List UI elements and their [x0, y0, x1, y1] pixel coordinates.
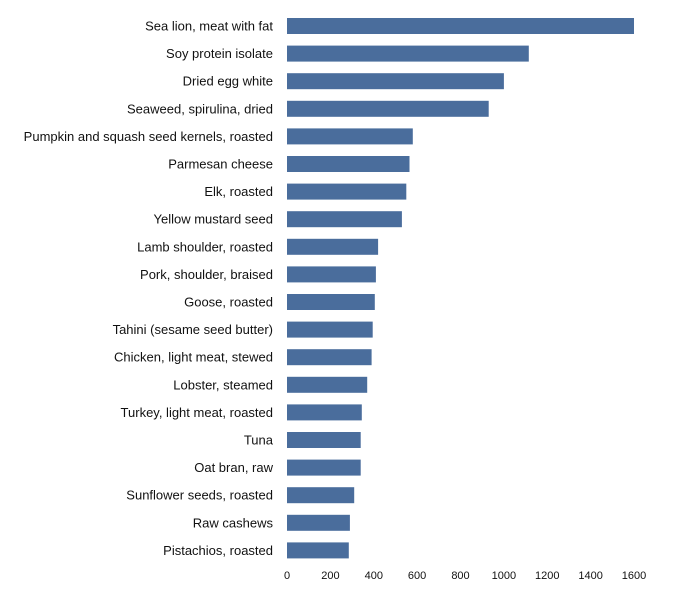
bar	[287, 156, 410, 172]
category-label: Elk, roasted	[204, 184, 273, 199]
bar	[287, 376, 368, 393]
bar	[287, 514, 350, 531]
category-label: Yellow mustard seed	[154, 212, 273, 227]
category-label: Oat bran, raw	[194, 460, 273, 475]
bar	[287, 211, 402, 228]
x-tick-label: 1400	[578, 570, 602, 582]
bar	[287, 266, 376, 283]
bar	[287, 73, 504, 90]
bar	[287, 18, 634, 34]
x-tick-label: 1200	[535, 570, 559, 582]
category-label: Sea lion, meat with fat	[145, 19, 273, 34]
category-label: Dried egg white	[183, 74, 273, 89]
x-tick-label: 400	[365, 570, 383, 582]
category-label: Seaweed, spirulina, dried	[127, 101, 273, 116]
x-axis-ticks-group: 0 200 400 600 800 1000 1200 1400 1600	[284, 570, 646, 582]
category-label: Pumpkin and squash seed kernels, roasted	[24, 129, 273, 144]
category-label: Lobster, steamed	[173, 377, 273, 392]
bar	[287, 404, 362, 421]
category-label: Soy protein isolate	[166, 46, 273, 61]
category-label: Tahini (sesame seed butter)	[113, 322, 273, 337]
bar	[287, 487, 355, 504]
x-tick-label: 1600	[622, 570, 646, 582]
category-label: Chicken, light meat, stewed	[114, 350, 273, 365]
bar	[287, 100, 489, 117]
x-tick-label: 200	[321, 570, 339, 582]
bar	[287, 349, 372, 366]
bar	[287, 459, 361, 476]
x-tick-label: 0	[284, 570, 290, 582]
category-label: Pistachios, roasted	[163, 543, 273, 558]
category-label: Pork, shoulder, braised	[140, 267, 273, 282]
category-label: Turkey, light meat, roasted	[121, 405, 273, 420]
x-tick-label: 1000	[492, 570, 516, 582]
bar	[287, 45, 529, 62]
x-tick-label: 600	[408, 570, 426, 582]
category-label: Sunflower seeds, roasted	[126, 488, 273, 503]
bars-group	[287, 18, 634, 559]
bar	[287, 542, 349, 559]
bar	[287, 321, 373, 338]
bar	[287, 432, 361, 448]
category-label: Raw cashews	[193, 515, 274, 530]
bar	[287, 294, 375, 310]
category-label: Goose, roasted	[184, 295, 273, 310]
category-label: Tuna	[244, 433, 274, 448]
bar	[287, 183, 407, 200]
x-tick-label: 800	[451, 570, 469, 582]
category-labels-group: Sea lion, meat with fat Soy protein isola…	[24, 19, 274, 558]
bar	[287, 128, 413, 145]
bar	[287, 238, 379, 255]
category-label: Parmesan cheese	[168, 157, 273, 172]
category-label: Lamb shoulder, roasted	[137, 239, 273, 254]
